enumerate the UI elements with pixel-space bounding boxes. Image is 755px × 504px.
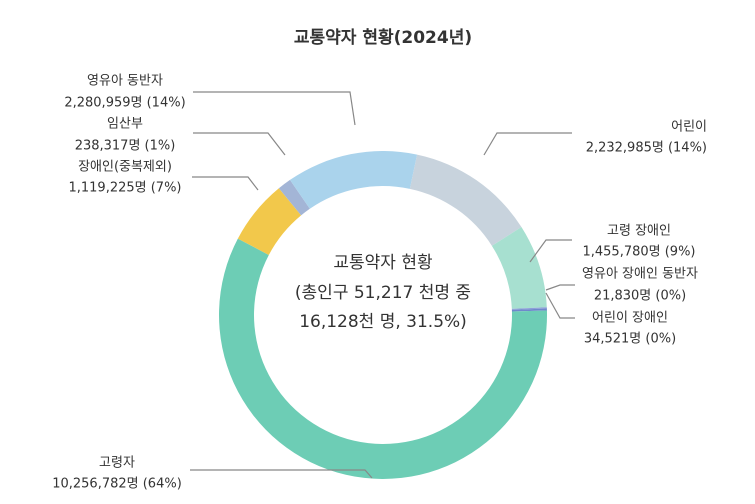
donut-segment	[409, 154, 522, 246]
donut-segment	[237, 188, 302, 255]
leader-line	[192, 176, 259, 191]
leader-line	[529, 239, 572, 263]
chart-title: 교통약자 현황(2024년)	[294, 27, 472, 48]
category-label: 고령자	[99, 456, 135, 471]
donut-segment	[278, 179, 310, 216]
category-label: 영유아 동반자	[87, 74, 163, 89]
value-label: 238,317명 (1%)	[75, 139, 176, 154]
value-label: 1,119,225명 (7%)	[68, 181, 181, 196]
donut-segment	[218, 238, 547, 480]
leader-line	[190, 469, 373, 479]
category-label: 고령 장애인	[607, 224, 671, 239]
category-label: 장애인(중복제외)	[78, 160, 172, 175]
leader-line	[193, 132, 286, 156]
category-label: 임산부	[107, 117, 143, 132]
center-text: 교통약자 현황	[333, 253, 432, 273]
value-label: 2,280,959명 (14%)	[64, 96, 185, 111]
value-label: 2,232,985명 (14%)	[586, 141, 707, 156]
donut-segment	[511, 307, 547, 310]
category-label: 영유아 장애인 동반자	[582, 267, 698, 282]
value-label: 1,455,780명 (9%)	[582, 245, 695, 260]
category-label: 어린이 장애인	[592, 311, 668, 326]
leader-line	[545, 292, 575, 319]
leader-line	[545, 284, 575, 291]
donut-segment	[491, 227, 547, 309]
value-label: 34,521명 (0%)	[584, 332, 676, 347]
leader-line	[193, 91, 356, 126]
donut-segment	[511, 308, 547, 312]
center-text: (총인구 51,217 천명 중	[295, 283, 471, 303]
donut-segment	[289, 150, 418, 209]
center-text: 16,128천 명, 31.5%)	[299, 312, 467, 332]
category-label: 어린이	[671, 120, 707, 135]
value-label: 10,256,782명 (64%)	[52, 477, 182, 492]
leader-line	[483, 132, 572, 156]
value-label: 21,830명 (0%)	[594, 289, 686, 304]
